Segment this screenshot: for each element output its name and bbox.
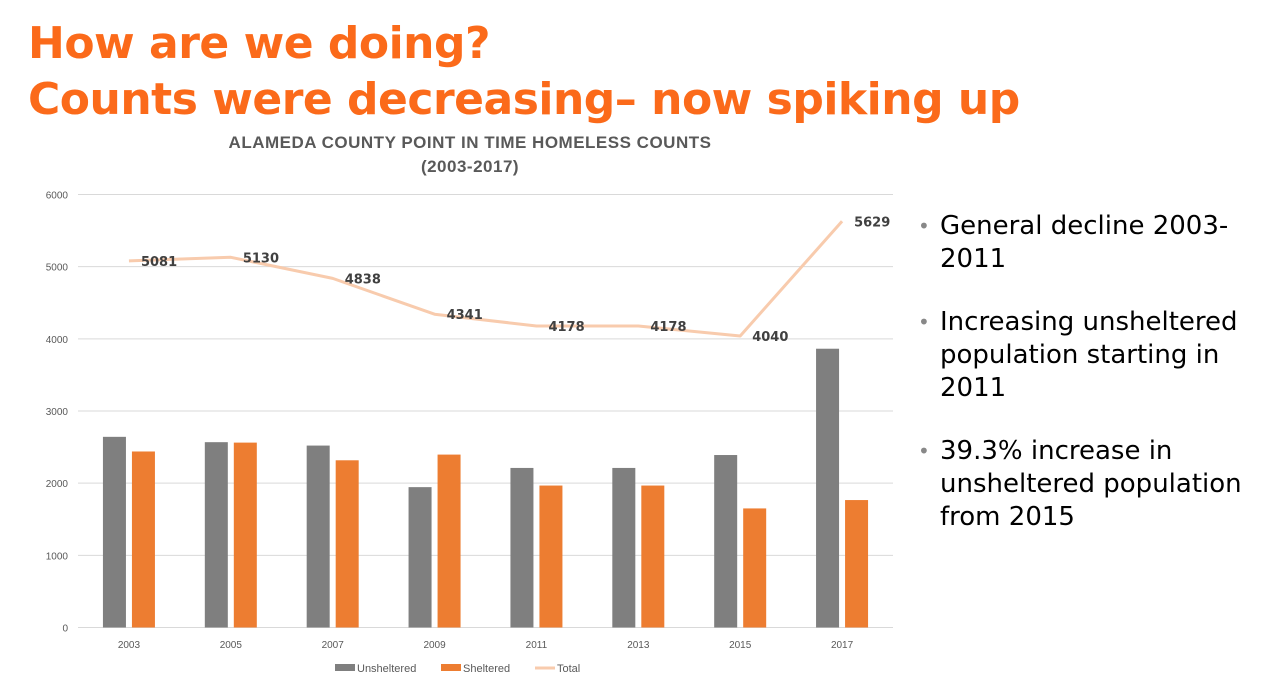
legend-label-unsheltered: Unsheltered: [357, 663, 416, 675]
y-tick-label: 5000: [46, 263, 69, 274]
bar-sheltered: [743, 508, 767, 628]
data-label-total: 5629: [854, 215, 890, 230]
x-tick-label: 2003: [118, 640, 141, 651]
x-tick-label: 2013: [627, 640, 650, 651]
chart: 0 1000 2000 3000 4000 5000 6000 2003 2005 2007 200…: [46, 191, 893, 675]
bar-unsheltered: [816, 348, 840, 628]
data-label-total: 4040: [752, 330, 788, 345]
bullet-dot-icon: •: [918, 310, 930, 334]
y-tick-label: 3000: [46, 407, 69, 418]
line-total: [128, 220, 844, 338]
x-tick-label: 2009: [423, 640, 446, 651]
data-label-total: 5130: [243, 251, 279, 266]
x-tick-label: 2015: [729, 640, 752, 651]
legend-swatch-sheltered: [441, 664, 461, 671]
bullet-dot-icon: •: [918, 439, 930, 463]
y-tick-label: 1000: [46, 551, 69, 562]
bullet-dot-icon: •: [918, 214, 930, 238]
y-tick-label: 2000: [46, 479, 69, 490]
legend-label-sheltered: Sheltered: [463, 663, 510, 675]
bar-sheltered: [845, 500, 869, 628]
bullet-text: 39.3% increase in unsheltered population…: [940, 436, 1242, 532]
data-label-total: 4341: [447, 308, 483, 323]
x-tick-label: 2005: [220, 640, 243, 651]
bar-unsheltered: [612, 467, 636, 628]
bar-unsheltered: [204, 442, 228, 628]
data-label-total: 4178: [650, 320, 686, 335]
bar-sheltered: [131, 451, 155, 628]
bar-sheltered: [233, 442, 257, 628]
data-label-total: 5081: [141, 255, 177, 270]
bar-unsheltered: [408, 487, 432, 628]
bar-unsheltered: [510, 467, 534, 628]
bullet-text: General decline 2003-2011: [940, 211, 1229, 274]
x-tick-label: 2017: [831, 640, 854, 651]
headline-line-1: How are we doing?: [28, 18, 491, 69]
data-label-total: 4838: [345, 272, 381, 287]
bar-sheltered: [641, 485, 665, 628]
bullet-text: Increasing unsheltered population starti…: [940, 307, 1238, 403]
bar-unsheltered: [306, 445, 330, 628]
bullet-item: • Increasing unsheltered population start…: [918, 306, 1263, 405]
x-tick-label: 2007: [322, 640, 345, 651]
y-tick-label: 0: [62, 624, 68, 635]
bullet-item: • General decline 2003-2011: [918, 210, 1263, 276]
y-tick-label: 6000: [46, 191, 69, 202]
bullet-list: • General decline 2003-2011 • Increasing u…: [918, 210, 1263, 564]
bar-sheltered: [335, 460, 359, 628]
data-label-total: 4178: [548, 320, 584, 335]
x-tick-label: 2011: [526, 640, 548, 651]
bar-unsheltered: [102, 436, 126, 628]
bar-sheltered: [437, 454, 461, 628]
bar-unsheltered: [714, 455, 738, 628]
y-tick-label: 4000: [46, 335, 69, 346]
chart-subtitle: (2003-2017): [420, 157, 520, 176]
headline-line-2: Counts were decreasing– now spiking up: [28, 74, 1020, 125]
legend-swatch-unsheltered: [335, 664, 355, 671]
legend-label-total: Total: [557, 663, 580, 675]
bar-sheltered: [539, 485, 563, 628]
chart-title: ALAMEDA COUNTY POINT IN TIME HOMELESS CO…: [228, 133, 712, 152]
bullet-item: • 39.3% increase in unsheltered populatio…: [918, 435, 1263, 534]
